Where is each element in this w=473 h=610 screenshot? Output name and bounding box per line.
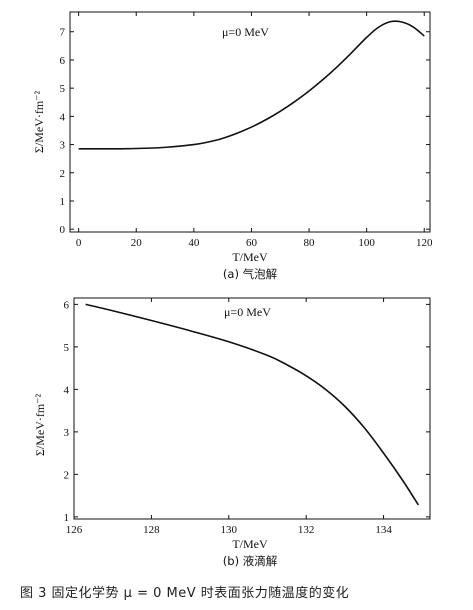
panel-b-xtick-label: 132: [298, 524, 315, 536]
panel-a-ticks: 0 20 40 60 80 100 120 0 1 2 3 4 5 6 7: [60, 12, 433, 249]
panel-a: 0 20 40 60 80 100 120 0 1 2 3 4 5 6 7 μ=0 MeV T/MeV Σ/…: [32, 11, 433, 281]
panel-b: 126 128 130 132 134 1 2 3 4 5 6 μ=0 MeV T/MeV Σ/Me…: [33, 297, 431, 568]
panel-a-ytick-label: 0: [60, 224, 66, 236]
panel-b-annotation: μ=0 MeV: [224, 305, 271, 319]
panel-a-xtick-label: 20: [131, 237, 143, 249]
panel-a-ylabel: Σ/MeV·fm⁻²: [32, 90, 46, 153]
panel-b-ticks: 126 128 130 132 134 1 2 3 4 5 6: [64, 298, 430, 536]
panel-a-xtick-label: 0: [76, 237, 82, 249]
panel-a-subtitle: (a) 气泡解: [223, 267, 278, 281]
panel-a-ytick-label: 6: [60, 55, 66, 67]
panel-b-frame: [73, 297, 431, 520]
panel-b-subtitle: (b) 液滴解: [223, 554, 278, 568]
panel-b-xtick-label: 130: [221, 524, 238, 536]
panel-b-ytick-label: 6: [64, 299, 70, 311]
figure-caption: 图 3 固定化学势 μ = 0 MeV 时表面张力随温度的变化: [20, 585, 349, 601]
panel-a-ytick-label: 2: [60, 168, 66, 180]
panel-b-series-line: [85, 303, 420, 506]
panel-a-annotation: μ=0 MeV: [222, 25, 269, 39]
panel-a-ytick-label: 4: [60, 111, 66, 123]
panel-a-ytick-label: 1: [60, 196, 66, 208]
panel-a-frame: [69, 11, 431, 233]
panel-b-ytick-label: 5: [64, 342, 70, 354]
panel-a-ytick-label: 5: [60, 83, 66, 95]
panel-b-ytick-label: 3: [64, 427, 70, 439]
panel-a-ytick-label: 3: [60, 140, 66, 152]
panel-b-xtick-label: 128: [143, 524, 160, 536]
panel-a-xtick-label: 60: [246, 237, 258, 249]
panel-b-ylabel: Σ/MeV·fm⁻²: [33, 393, 47, 456]
panel-a-ytick-label: 7: [60, 27, 66, 39]
panel-a-xtick-label: 40: [188, 237, 200, 249]
panel-b-xtick-label: 126: [66, 524, 83, 536]
panel-a-xtick-label: 80: [304, 237, 316, 249]
panel-a-xtick-label: 120: [416, 237, 433, 249]
panel-b-xlabel: T/MeV: [232, 537, 268, 551]
panel-a-series-line: [78, 20, 425, 150]
panel-a-xtick-label: 100: [358, 237, 375, 249]
panel-b-ytick-label: 2: [64, 469, 70, 481]
panel-b-ytick-label: 1: [64, 512, 70, 524]
panel-a-xlabel: T/MeV: [232, 250, 268, 264]
panel-b-xtick-label: 134: [375, 524, 392, 536]
panel-b-ytick-label: 4: [64, 384, 70, 396]
